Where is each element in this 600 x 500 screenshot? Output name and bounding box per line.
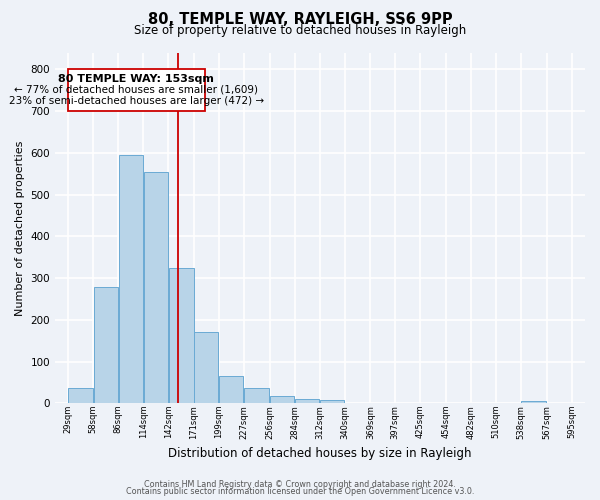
Bar bbox=[143, 172, 168, 404]
Text: 80, TEMPLE WAY, RAYLEIGH, SS6 9PP: 80, TEMPLE WAY, RAYLEIGH, SS6 9PP bbox=[148, 12, 452, 28]
FancyBboxPatch shape bbox=[68, 69, 205, 111]
Bar bbox=[244, 388, 269, 404]
Text: 23% of semi-detached houses are larger (472) →: 23% of semi-detached houses are larger (… bbox=[8, 96, 263, 106]
Bar bbox=[320, 400, 344, 404]
Text: 80 TEMPLE WAY: 153sqm: 80 TEMPLE WAY: 153sqm bbox=[58, 74, 214, 84]
Text: ← 77% of detached houses are smaller (1,609): ← 77% of detached houses are smaller (1,… bbox=[14, 84, 258, 94]
Bar bbox=[270, 396, 294, 404]
Bar bbox=[68, 388, 93, 404]
Text: Contains HM Land Registry data © Crown copyright and database right 2024.: Contains HM Land Registry data © Crown c… bbox=[144, 480, 456, 489]
Bar bbox=[94, 288, 118, 404]
Bar bbox=[220, 376, 244, 404]
Y-axis label: Number of detached properties: Number of detached properties bbox=[15, 140, 25, 316]
Bar bbox=[119, 156, 143, 404]
Text: Contains public sector information licensed under the Open Government Licence v3: Contains public sector information licen… bbox=[126, 487, 474, 496]
Bar bbox=[295, 399, 319, 404]
Text: Size of property relative to detached houses in Rayleigh: Size of property relative to detached ho… bbox=[134, 24, 466, 37]
X-axis label: Distribution of detached houses by size in Rayleigh: Distribution of detached houses by size … bbox=[168, 447, 472, 460]
Bar bbox=[169, 268, 194, 404]
Bar bbox=[521, 402, 546, 404]
Bar bbox=[194, 332, 218, 404]
